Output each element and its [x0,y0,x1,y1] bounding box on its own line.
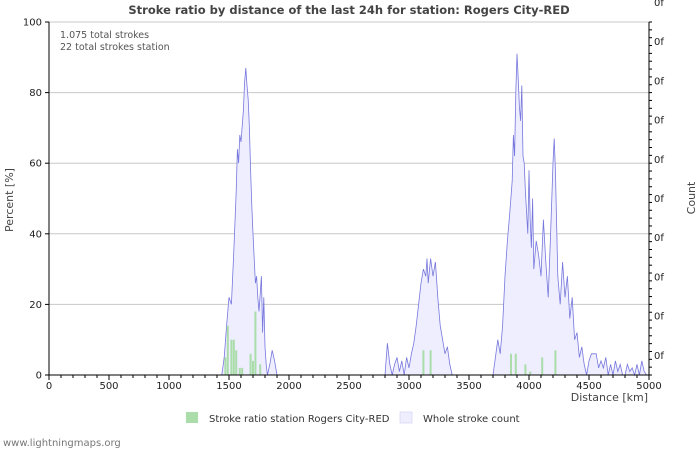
x-axis-label: Distance [km] [571,391,648,404]
ratio-bar-1680km [249,353,252,375]
ratio-bar-1700km [252,360,254,375]
site-credit: www.lightningmaps.org [3,438,121,449]
right-tick-label: 0f [654,76,664,87]
x-tick-labels: 0 500 1000 1500 2000 2500 3000 3500 4000 4500 5000 [46,381,662,392]
series-whole-stroke-count-area [221,53,650,376]
ratio-bar-3120km [422,350,425,375]
axes [45,21,652,380]
annotation-total-strokes: 1.075 total strokes [60,30,149,41]
ratio-bar-1590km [238,367,241,375]
ratio-bar-3890km [514,353,517,375]
right-tick-label: 0f [654,194,664,205]
ratio-bar-1760km [259,364,262,375]
legend-swatch-station-ratio [186,412,198,423]
series-whole-stroke-count-line [221,53,649,377]
legend-swatch-whole-count [399,411,413,424]
legend-label-whole-count: Whole stroke count [423,414,520,425]
x-tick-label: 2500 [336,381,361,392]
y-tick-label: 60 [29,159,42,170]
x-tick-label: 2000 [276,381,301,392]
y-tick-label: 80 [29,88,42,99]
ratio-bar-4010km [529,371,532,375]
x-tick-label: 3000 [396,381,421,392]
annotation-station-strokes: 22 total strokes station [60,42,170,53]
ratio-bar-1540km [232,339,235,375]
ratio-bar-4220km [554,350,557,375]
right-tick-label: 0f [654,312,664,323]
y-tick-label: 20 [29,300,42,311]
ratio-bar-3180km [429,350,432,375]
y-tick-label: 100 [23,18,42,29]
x-tick-label: 5000 [636,381,661,392]
x-tick-label: 0 [46,381,52,392]
legend-label-station-ratio: Stroke ratio station Rogers City-RED [209,414,390,425]
right-tick-label: 0f [654,0,664,9]
x-tick-label: 1000 [156,381,181,392]
ratio-bar-1470km [224,357,227,375]
series-stroke-ratio-bars [224,311,557,375]
x-tick-label: 1500 [216,381,241,392]
ratio-bar-4110km [541,357,544,375]
x-tick-label: 4000 [516,381,541,392]
x-tick-label: 4500 [576,381,601,392]
y-axis-label: Percent [%] [3,168,16,232]
right-axis-label: Count [685,181,698,214]
y-tick-label: 40 [29,229,42,240]
ratio-bar-1560km [235,350,238,375]
right-tick-label: 0f [654,272,664,283]
ratio-bar-1610km [241,367,244,375]
ratio-bar-3970km [524,364,527,375]
right-tick-label: 0f [654,155,664,166]
x-tick-label: 3500 [456,381,481,392]
right-tick-label: 0f [654,37,664,48]
right-tick-labels: 0f 0f 0f 0f 0f 0f 0f 0f 0f 0f [654,0,664,362]
ratio-bar-1720km [254,311,257,375]
ratio-bar-3850km [510,353,512,375]
y-tick-labels: 0 20 40 60 80 100 [23,18,42,382]
right-tick-label: 0f [654,351,664,362]
y-tick-label: 0 [36,371,42,382]
x-tick-label: 500 [99,381,118,392]
right-tick-label: 0f [654,233,664,244]
right-tick-label: 0f [654,116,664,127]
chart-title: Stroke ratio by distance of the last 24h… [128,3,569,17]
ratio-bar-1490km [226,325,229,375]
ratio-bar-1520km [230,339,233,375]
